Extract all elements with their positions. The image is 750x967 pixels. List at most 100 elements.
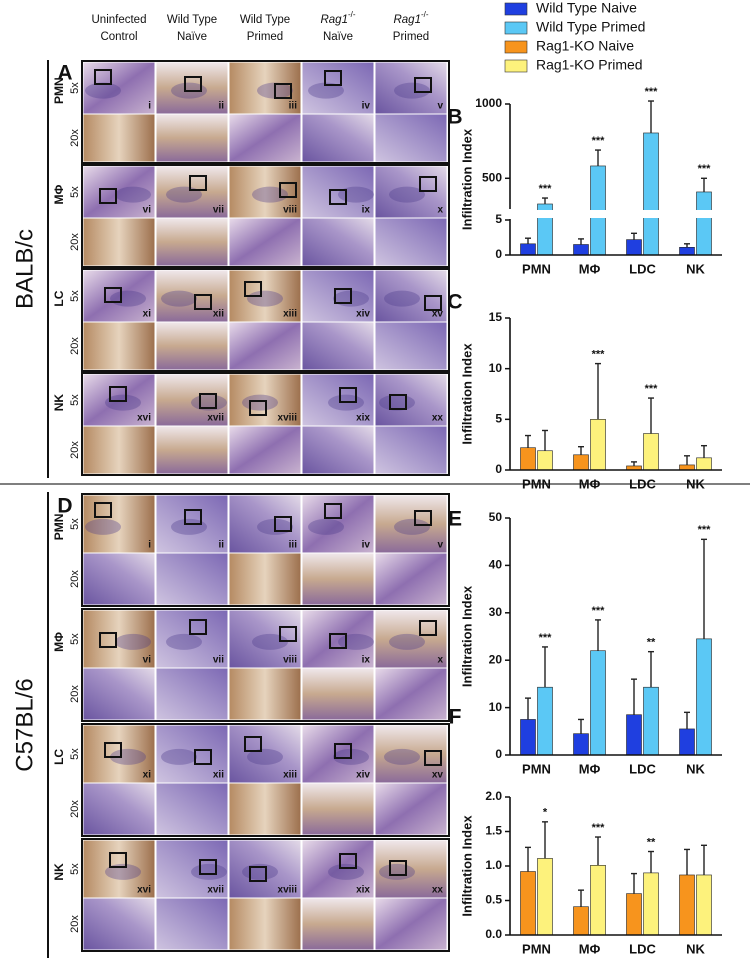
inset-box <box>189 619 207 635</box>
panel-letter: E <box>448 508 462 531</box>
tissue <box>308 82 344 99</box>
micrograph-20x <box>301 113 375 163</box>
x-tick-label: LDC <box>629 261 656 276</box>
legend-swatch <box>504 59 528 73</box>
row-frame <box>81 838 450 952</box>
error-bar <box>542 429 548 451</box>
significance: * <box>543 807 548 819</box>
column-header-line: Rag1 <box>320 14 348 26</box>
tissue <box>191 863 227 880</box>
micrograph-20x <box>228 113 302 163</box>
row-label: NK <box>52 394 66 412</box>
legend-label: Rag1-KO Primed <box>536 57 643 73</box>
column-header: Rag1-/- <box>320 10 355 26</box>
inset-box <box>99 188 117 204</box>
strain-label: BALB/c <box>11 229 38 309</box>
micrograph-20x <box>155 667 229 721</box>
column-header: Wild Type <box>167 14 217 26</box>
micrograph-20x <box>82 552 156 606</box>
inset-box <box>249 400 267 416</box>
inset-box <box>324 503 342 519</box>
micrograph-20x <box>374 425 448 475</box>
tissue <box>328 863 364 880</box>
panel-letter: C <box>447 291 462 314</box>
micrograph-5x <box>301 269 375 323</box>
bar <box>537 450 553 471</box>
inset-box <box>249 866 267 882</box>
row-label: LC <box>52 749 66 765</box>
numeral: xviii <box>278 413 298 424</box>
micrograph-20x <box>82 897 156 951</box>
micrograph-20x <box>301 667 375 721</box>
micrograph-20x <box>228 667 302 721</box>
tissue <box>384 290 420 307</box>
micrograph-5x <box>374 61 448 115</box>
inset-box <box>274 83 292 99</box>
x-tick-label: PMN <box>522 941 551 956</box>
error-bar <box>525 237 531 244</box>
numeral: vii <box>213 205 224 216</box>
micrograph-20x <box>228 217 302 267</box>
significance: *** <box>592 605 606 617</box>
error-bar <box>648 650 654 688</box>
error-bar <box>684 455 690 465</box>
inset-box <box>279 626 297 642</box>
micrograph-5x <box>228 494 302 554</box>
row-label: MΦ <box>52 632 66 652</box>
row-frame <box>81 268 450 372</box>
significance: *** <box>698 163 712 175</box>
tissue <box>394 82 430 99</box>
bar <box>696 638 712 756</box>
magnification: 20x <box>69 233 81 251</box>
micrograph-20x <box>155 425 229 475</box>
column-header-line: Wild Type <box>167 14 217 26</box>
inset-box <box>194 294 212 310</box>
numeral: i <box>148 101 151 112</box>
y-tick-label: 50 <box>489 510 503 524</box>
micrograph-20x <box>374 782 448 836</box>
magnification: 20x <box>69 800 81 818</box>
numeral: xvi <box>137 885 151 896</box>
tissue <box>252 186 288 203</box>
bar <box>643 132 659 256</box>
x-tick-label: NK <box>686 941 705 956</box>
error-bar <box>542 646 548 688</box>
inset-box <box>419 620 437 636</box>
inset-box <box>339 853 357 869</box>
tissue <box>166 633 202 650</box>
bar <box>643 872 659 936</box>
significance: *** <box>698 524 712 536</box>
micrograph-5x <box>374 494 448 554</box>
tissue <box>247 748 283 765</box>
legend-label: Wild Type Naive <box>536 0 637 16</box>
bar <box>590 865 606 936</box>
column-header: Control <box>100 31 137 43</box>
y-tick-label: 1000 <box>475 96 502 110</box>
bar <box>696 191 712 256</box>
x-tick-label: PMN <box>522 761 551 776</box>
error-bar <box>525 846 531 872</box>
y-axis-label: Infiltration Index <box>459 128 474 230</box>
inset-box <box>199 859 217 875</box>
bar <box>573 733 589 756</box>
x-tick-label: PMN <box>522 476 551 491</box>
inset-box <box>329 189 347 205</box>
x-tick-label: PMN <box>522 261 551 276</box>
micrograph-20x <box>82 113 156 163</box>
numeral: xviii <box>278 885 298 896</box>
inset-box <box>329 633 347 649</box>
error-bar <box>595 836 601 866</box>
x-tick-label: LDC <box>629 941 656 956</box>
micrograph-20x <box>155 113 229 163</box>
inset-box <box>419 176 437 192</box>
numeral: xi <box>143 309 152 320</box>
error-bar <box>648 100 654 133</box>
x-tick-label: NK <box>686 261 705 276</box>
micrograph-20x <box>374 552 448 606</box>
error-bar <box>684 711 690 729</box>
row-frame <box>81 372 450 476</box>
micrograph-5x <box>82 269 156 323</box>
numeral: xiv <box>356 309 370 320</box>
numeral: xix <box>356 885 370 896</box>
